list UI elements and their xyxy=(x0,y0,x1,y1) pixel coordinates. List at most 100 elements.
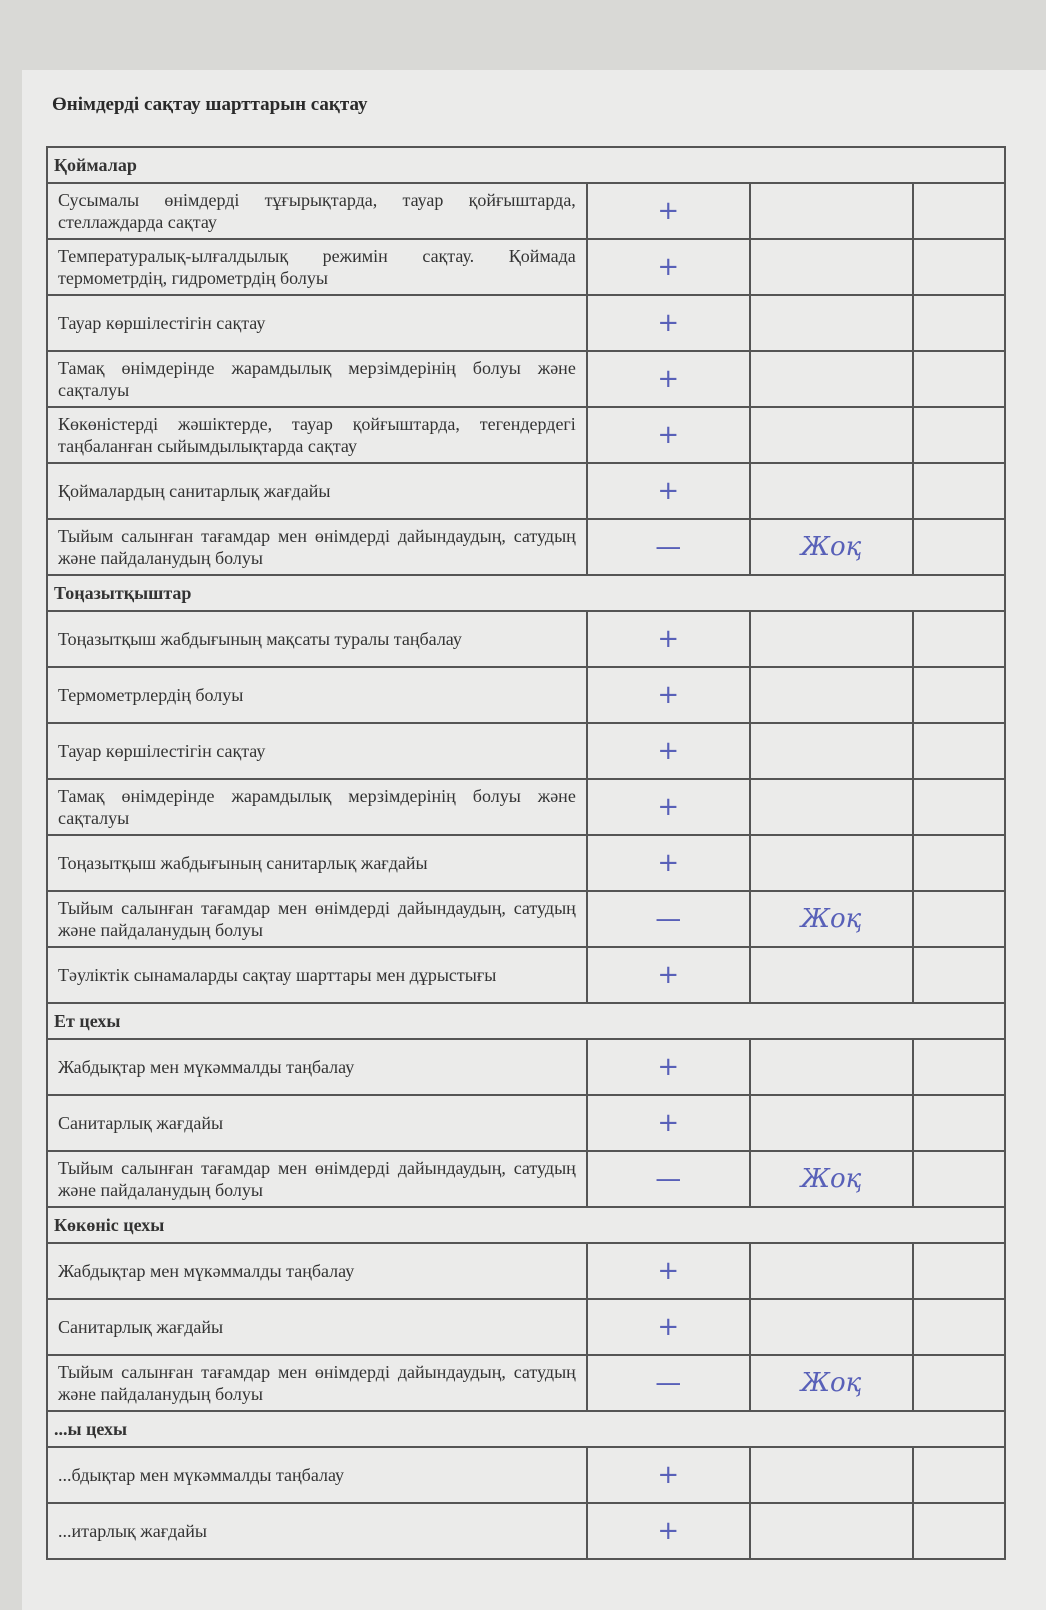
document-title: Өнімдерді сақтау шарттарын сақтау xyxy=(52,94,368,115)
empty-cell xyxy=(911,1150,1006,1208)
handwritten-mark: + xyxy=(585,1038,751,1096)
table-row: Температуралық-ылғалдылық режимін сақтау… xyxy=(46,238,1006,296)
handwritten-note xyxy=(748,778,914,836)
handwritten-note: Жоқ xyxy=(748,890,914,948)
handwritten-note xyxy=(748,182,914,240)
table-row: Тыйым салынған тағамдар мен өнімдерді да… xyxy=(46,1150,1006,1208)
handwritten-note xyxy=(748,1094,914,1152)
handwritten-note: Жоқ xyxy=(748,518,914,576)
table-row: Санитарлық жағдайы + xyxy=(46,1298,1006,1356)
criterion-text: Тамақ өнімдерінде жарамдылық мерзімдерін… xyxy=(46,778,588,836)
checklist-table: Қоймалар Сусымалы өнімдерді тұғырықтарда,… xyxy=(46,146,1006,1560)
handwritten-note xyxy=(748,834,914,892)
criterion-text: ...бдықтар мен мүкәммалды таңбалау xyxy=(46,1446,588,1504)
handwritten-note xyxy=(748,666,914,724)
handwritten-note xyxy=(748,462,914,520)
handwritten-mark: + xyxy=(585,834,751,892)
empty-cell xyxy=(911,1038,1006,1096)
table-row: Тауар көршілестігін сақтау + xyxy=(46,722,1006,780)
table-row: Тоңазытқыш жабдығының мақсаты туралы таң… xyxy=(46,610,1006,668)
handwritten-note xyxy=(748,1242,914,1300)
empty-cell xyxy=(911,238,1006,296)
empty-cell xyxy=(911,350,1006,408)
empty-cell xyxy=(911,890,1006,948)
handwritten-mark: + xyxy=(585,462,751,520)
criterion-text: Тамақ өнімдерінде жарамдылық мерзімдерін… xyxy=(46,350,588,408)
table-row: ...итарлық жағдайы + xyxy=(46,1502,1006,1560)
table-row: Жабдықтар мен мүкәммалды таңбалау + xyxy=(46,1038,1006,1096)
handwritten-note xyxy=(748,722,914,780)
handwritten-note xyxy=(748,406,914,464)
handwritten-mark: + xyxy=(585,1502,751,1560)
handwritten-mark: + xyxy=(585,946,751,1004)
table-row: Термометрлердің болуы + xyxy=(46,666,1006,724)
empty-cell xyxy=(911,182,1006,240)
handwritten-note xyxy=(748,1502,914,1560)
table-row: Тамақ өнімдерінде жарамдылық мерзімдерін… xyxy=(46,350,1006,408)
criterion-text: Сусымалы өнімдерді тұғырықтарда, тауар қ… xyxy=(46,182,588,240)
section-title: Тоңазытқыштар xyxy=(46,574,1006,612)
section-title: Қоймалар xyxy=(46,146,1006,184)
handwritten-mark: + xyxy=(585,406,751,464)
criterion-text: Тауар көршілестігін сақтау xyxy=(46,294,588,352)
section-header: Тоңазытқыштар xyxy=(46,574,1006,612)
table-row: Қоймалардың санитарлық жағдайы + xyxy=(46,462,1006,520)
criterion-text: Санитарлық жағдайы xyxy=(46,1298,588,1356)
handwritten-note xyxy=(748,294,914,352)
empty-cell xyxy=(911,294,1006,352)
empty-cell xyxy=(911,406,1006,464)
handwritten-mark: + xyxy=(585,350,751,408)
empty-cell xyxy=(911,1298,1006,1356)
criterion-text: Тауар көршілестігін сақтау xyxy=(46,722,588,780)
empty-cell xyxy=(911,778,1006,836)
empty-cell xyxy=(911,1242,1006,1300)
criterion-text: Жабдықтар мен мүкәммалды таңбалау xyxy=(46,1038,588,1096)
handwritten-note xyxy=(748,238,914,296)
handwritten-mark: — xyxy=(585,518,751,576)
criterion-text: ...итарлық жағдайы xyxy=(46,1502,588,1560)
table-row: Көкөністерді жәшіктерде, тауар қойғыштар… xyxy=(46,406,1006,464)
handwritten-mark: + xyxy=(585,1094,751,1152)
criterion-text: Тыйым салынған тағамдар мен өнімдерді да… xyxy=(46,890,588,948)
section-title: Көкөніс цехы xyxy=(46,1206,1006,1244)
handwritten-note xyxy=(748,610,914,668)
handwritten-note xyxy=(748,1298,914,1356)
criterion-text: Тыйым салынған тағамдар мен өнімдерді да… xyxy=(46,518,588,576)
empty-cell xyxy=(911,518,1006,576)
section-title: ...ы цехы xyxy=(46,1410,1006,1448)
section-header: Қоймалар xyxy=(46,146,1006,184)
criterion-text: Тыйым салынған тағамдар мен өнімдерді да… xyxy=(46,1354,588,1412)
handwritten-note: Жоқ xyxy=(748,1354,914,1412)
table-row: Жабдықтар мен мүкәммалды таңбалау + xyxy=(46,1242,1006,1300)
table-row: Санитарлық жағдайы + xyxy=(46,1094,1006,1152)
handwritten-mark: + xyxy=(585,778,751,836)
empty-cell xyxy=(911,946,1006,1004)
table-row: ...бдықтар мен мүкәммалды таңбалау + xyxy=(46,1446,1006,1504)
handwritten-mark: + xyxy=(585,182,751,240)
section-title: Ет цехы xyxy=(46,1002,1006,1040)
handwritten-note xyxy=(748,1446,914,1504)
handwritten-note: Жоқ xyxy=(748,1150,914,1208)
handwritten-note xyxy=(748,1038,914,1096)
criterion-text: Тыйым салынған тағамдар мен өнімдерді да… xyxy=(46,1150,588,1208)
table-row: Сусымалы өнімдерді тұғырықтарда, тауар қ… xyxy=(46,182,1006,240)
criterion-text: Қоймалардың санитарлық жағдайы xyxy=(46,462,588,520)
empty-cell xyxy=(911,666,1006,724)
section-header: Ет цехы xyxy=(46,1002,1006,1040)
handwritten-mark: — xyxy=(585,1354,751,1412)
table-row: Тауар көршілестігін сақтау + xyxy=(46,294,1006,352)
empty-cell xyxy=(911,462,1006,520)
handwritten-mark: + xyxy=(585,722,751,780)
handwritten-mark: + xyxy=(585,666,751,724)
table-row: Тыйым салынған тағамдар мен өнімдерді да… xyxy=(46,890,1006,948)
handwritten-mark: + xyxy=(585,1242,751,1300)
criterion-text: Термометрлердің болуы xyxy=(46,666,588,724)
criterion-text: Жабдықтар мен мүкәммалды таңбалау xyxy=(46,1242,588,1300)
handwritten-mark: + xyxy=(585,294,751,352)
criterion-text: Көкөністерді жәшіктерде, тауар қойғыштар… xyxy=(46,406,588,464)
section-header: Көкөніс цехы xyxy=(46,1206,1006,1244)
table-row: Тыйым салынған тағамдар мен өнімдерді да… xyxy=(46,1354,1006,1412)
handwritten-mark: + xyxy=(585,610,751,668)
table-row: Тамақ өнімдерінде жарамдылық мерзімдерін… xyxy=(46,778,1006,836)
table-row: Тыйым салынған тағамдар мен өнімдерді да… xyxy=(46,518,1006,576)
